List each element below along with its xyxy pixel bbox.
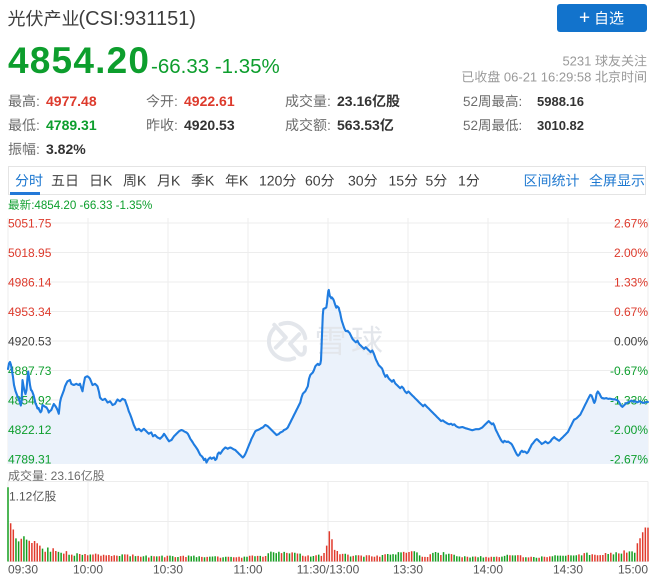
svg-text::4854.20 -66.33 -1.35%: :4854.20 -66.33 -1.35% <box>31 199 152 212</box>
svg-text:5988.16: 5988.16 <box>537 94 584 109</box>
svg-text:23.16: 23.16 <box>337 93 372 109</box>
svg-text:4977.48: 4977.48 <box>46 93 97 109</box>
svg-text:11:30/13:00: 11:30/13:00 <box>297 563 360 577</box>
svg-text:: 23.16: : 23.16 <box>44 469 81 483</box>
svg-text:-66.33 -1.35%: -66.33 -1.35% <box>151 55 280 78</box>
svg-text:10:30: 10:30 <box>153 563 183 577</box>
svg-text:14:30: 14:30 <box>553 563 583 577</box>
svg-text:4789.31: 4789.31 <box>46 117 97 133</box>
svg-text:563.53: 563.53 <box>337 117 380 133</box>
svg-text:4986.14: 4986.14 <box>8 275 52 289</box>
svg-text:5051.75: 5051.75 <box>8 216 52 230</box>
svg-text:09:30: 09:30 <box>8 563 38 577</box>
svg-text:14:00: 14:00 <box>473 563 503 577</box>
svg-text:3.82%: 3.82% <box>46 141 86 157</box>
svg-text:(CSI:931151): (CSI:931151) <box>79 8 196 30</box>
svg-text:4922.61: 4922.61 <box>184 93 235 109</box>
svg-text:15:00: 15:00 <box>618 563 648 577</box>
svg-text:-2.67%: -2.67% <box>610 452 648 466</box>
svg-text:10:00: 10:00 <box>73 563 103 577</box>
svg-text:4920.53: 4920.53 <box>8 334 52 348</box>
svg-text:1.12: 1.12 <box>9 490 33 504</box>
svg-text:13:30: 13:30 <box>393 563 423 577</box>
svg-text:1.33%: 1.33% <box>614 275 648 289</box>
svg-text:4822.12: 4822.12 <box>8 423 52 437</box>
svg-text:-0.67%: -0.67% <box>610 364 648 378</box>
svg-text:5231: 5231 <box>562 54 591 69</box>
svg-text:4887.73: 4887.73 <box>8 364 52 378</box>
svg-text:06-21 16:29:58: 06-21 16:29:58 <box>504 70 591 85</box>
svg-text:0.67%: 0.67% <box>614 305 648 319</box>
svg-text:5018.95: 5018.95 <box>8 246 52 260</box>
svg-text:11:00: 11:00 <box>233 563 262 577</box>
svg-text:-2.00%: -2.00% <box>610 423 648 437</box>
svg-text:4789.31: 4789.31 <box>8 452 52 466</box>
svg-text:4854.92: 4854.92 <box>8 393 52 407</box>
svg-text:3010.82: 3010.82 <box>537 118 584 133</box>
svg-text:4854.20: 4854.20 <box>8 40 150 81</box>
svg-text:2.67%: 2.67% <box>614 216 648 230</box>
svg-text:4920.53: 4920.53 <box>184 117 235 133</box>
svg-text:4953.34: 4953.34 <box>8 305 52 319</box>
svg-text:0.00%: 0.00% <box>614 334 648 348</box>
svg-text:2.00%: 2.00% <box>614 246 648 260</box>
svg-text:+: + <box>579 8 590 29</box>
